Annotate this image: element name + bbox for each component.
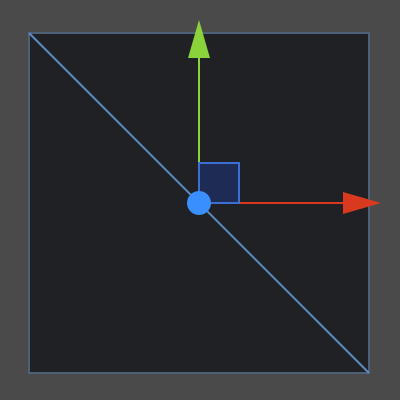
y-axis-arrow-icon[interactable] — [188, 20, 210, 58]
xy-plane-handle-outline — [198, 162, 240, 204]
x-axis-arrow-icon[interactable] — [343, 192, 381, 214]
pivot-handle-icon[interactable] — [187, 191, 211, 215]
